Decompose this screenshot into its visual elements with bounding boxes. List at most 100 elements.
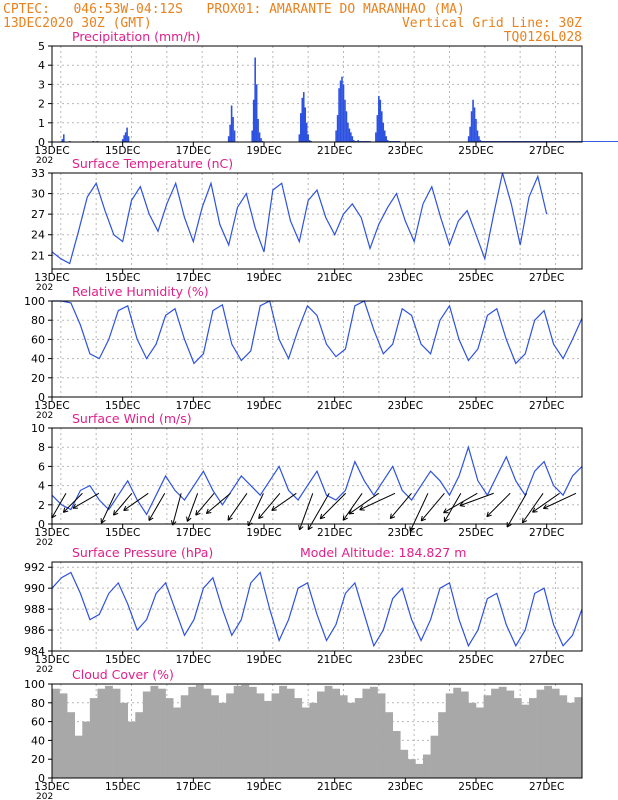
- y-tick-label: 0: [38, 391, 45, 404]
- wind-arrowhead: [459, 501, 464, 506]
- wind-vector: [532, 492, 560, 513]
- cloud-bar: [423, 754, 431, 778]
- wind-vector: [443, 492, 478, 514]
- x-tick-label: 13DEC: [34, 400, 69, 412]
- precip-bar: [616, 141, 618, 142]
- wind-arrowhead: [195, 512, 201, 516]
- cloud-bar: [430, 735, 439, 778]
- wind-vector: [172, 493, 182, 526]
- year-label: 202: [36, 283, 53, 293]
- y-tick-label: 4: [38, 480, 45, 493]
- precip-bar: [610, 141, 613, 142]
- wind-series-line: [51, 445, 583, 516]
- precip-bar: [588, 141, 591, 142]
- cloud-bar: [135, 712, 144, 778]
- wind-vector: [307, 493, 330, 530]
- x-tick-label: 19DEC: [246, 272, 281, 284]
- x-tick-label: 17DEC: [176, 400, 211, 412]
- year-label: 202: [36, 156, 53, 166]
- cloud-bar: [59, 693, 68, 778]
- wind-vector: [319, 492, 347, 520]
- x-tick-label: 21DEC: [317, 527, 352, 539]
- x-tick-label: 19DEC: [246, 654, 281, 666]
- precip-bar: [585, 141, 588, 142]
- precip-bar: [590, 141, 592, 142]
- wind-vector: [459, 492, 494, 507]
- precip-bar: [61, 139, 64, 142]
- precip-bar: [612, 141, 614, 142]
- precip-bar: [597, 141, 599, 142]
- wind-arrowhead: [349, 512, 355, 515]
- precip-bar: [479, 140, 482, 142]
- wind-arrowhead: [542, 504, 547, 509]
- wind-arrowhead: [170, 520, 174, 526]
- x-tick-label: 27DEC: [529, 654, 564, 666]
- cloud-bar: [52, 688, 60, 778]
- cloud-bar: [188, 686, 197, 778]
- cloud-bar: [241, 684, 250, 778]
- cloud-bar: [324, 685, 333, 778]
- y-tick-label: 984: [24, 645, 45, 658]
- x-tick-label: 15DEC: [105, 781, 140, 793]
- precip-bar: [476, 130, 479, 142]
- cloud-bar: [173, 707, 182, 778]
- cloud-bar: [339, 695, 348, 778]
- year-label: 202: [36, 665, 53, 675]
- wind-arrowhead: [172, 521, 177, 526]
- y-tick-label: 2: [38, 499, 45, 512]
- precip-bar: [478, 136, 480, 142]
- precip-bar: [604, 141, 607, 142]
- cloud-bar: [248, 686, 257, 778]
- y-tick-label: 40: [31, 353, 45, 366]
- wind-arrowhead: [319, 513, 323, 519]
- wind-arrowhead: [359, 505, 364, 511]
- header-model-id: TQ0126L028: [503, 30, 582, 45]
- wind-vector: [486, 492, 511, 517]
- precip-bar: [230, 105, 233, 142]
- cloud-bar: [498, 686, 507, 778]
- precip-bar: [357, 140, 360, 142]
- cloud-bar: [476, 707, 484, 778]
- y-tick-label: 6: [38, 460, 45, 473]
- header-run-date: 13DEC2020 30Z (GMT): [3, 16, 152, 31]
- precip-title: Precipitation (mm/h): [72, 29, 200, 44]
- y-tick-label: 24: [31, 229, 45, 242]
- cloud-bar: [332, 688, 341, 778]
- y-tick-label: 60: [31, 716, 45, 729]
- cloud-bar: [218, 702, 227, 778]
- precip-bar: [375, 132, 377, 142]
- x-tick-label: 23DEC: [388, 781, 423, 793]
- model-altitude-label: Model Altitude: 184.827 m: [300, 545, 466, 560]
- y-tick-label: 986: [24, 624, 45, 637]
- y-tick-label: 4: [38, 59, 45, 72]
- precip-bar: [595, 141, 598, 142]
- precip-bar: [378, 95, 380, 142]
- wind-arrowhead: [342, 515, 345, 521]
- panel-frame: [51, 45, 583, 143]
- wind-arrowhead: [532, 511, 538, 513]
- wind-vector: [63, 492, 83, 513]
- wind-arrowhead: [72, 503, 76, 509]
- cloud-bar: [294, 698, 303, 778]
- precip-bar: [385, 136, 387, 142]
- wind-arrowhead: [521, 517, 524, 523]
- y-tick-label: 990: [24, 582, 45, 595]
- precip-bar: [227, 136, 230, 142]
- y-tick-label: 60: [31, 333, 45, 346]
- cloud-bar: [453, 687, 462, 778]
- x-tick-label: 19DEC: [246, 527, 281, 539]
- cloud-bar: [566, 702, 575, 778]
- precip-bar: [300, 113, 302, 142]
- y-tick-label: 8: [38, 441, 45, 454]
- wind-vector: [389, 492, 412, 519]
- precip-bar: [255, 84, 258, 142]
- x-tick-label: 27DEC: [529, 781, 564, 793]
- precip-bar: [591, 141, 594, 142]
- precip-bar: [339, 80, 342, 142]
- cloud-bar: [150, 685, 159, 778]
- x-tick-label: 13DEC: [34, 272, 69, 284]
- precip-bar: [335, 130, 337, 142]
- cloud-bar: [415, 763, 424, 778]
- cloud-bar: [226, 693, 235, 778]
